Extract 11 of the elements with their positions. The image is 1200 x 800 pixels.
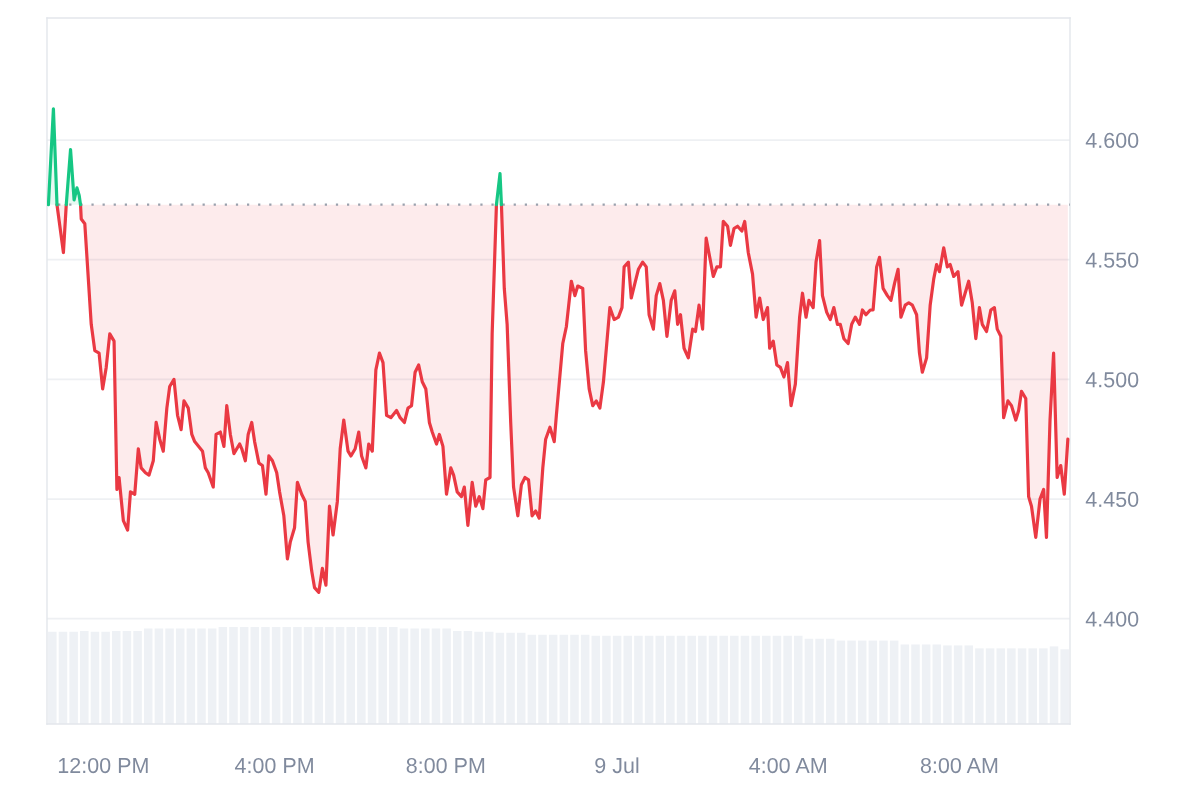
x-tick-label: 12:00 PM [58,757,148,774]
y-tick-label: 4.550 [1085,252,1139,268]
x-tick-label: 8:00 PM [406,757,485,774]
x-tick-label: 4:00 PM [234,757,313,774]
y-tick-label: 4.400 [1085,611,1139,627]
y-tick-label: 4.600 [1085,132,1139,149]
x-tick-label: 4:00 AM [749,757,826,774]
y-tick-label: 4.450 [1085,491,1139,508]
x-tick-label: 9 Jul [595,757,639,774]
y-tick-label: 4.500 [1085,372,1139,388]
x-tick-label: 8:00 AM [920,757,998,774]
